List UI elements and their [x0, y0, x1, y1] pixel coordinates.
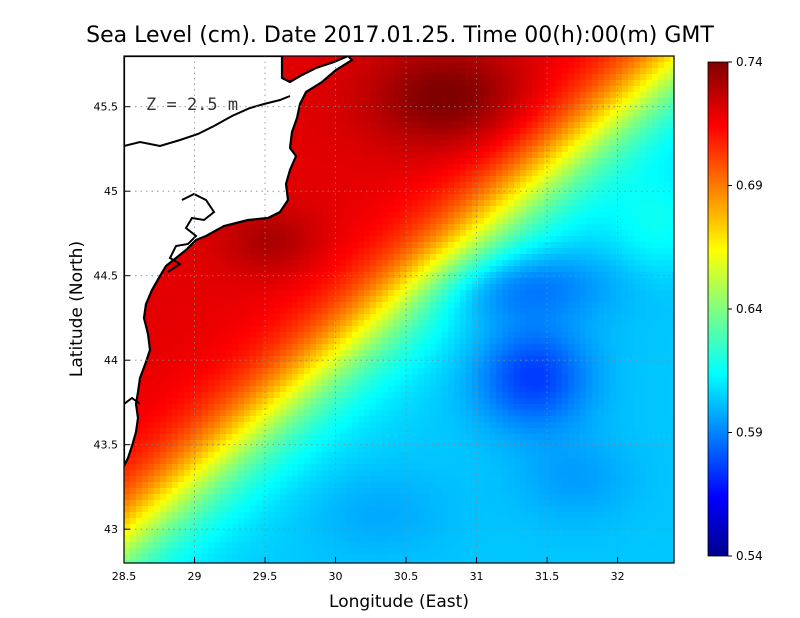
x-tick-label: 31	[470, 570, 484, 583]
y-axis: 43 43.5 44 44.5 45 45.5	[94, 101, 130, 536]
coastline	[124, 56, 354, 467]
chart-title: Sea Level (cm). Date 2017.01.25. Time 00…	[86, 23, 714, 48]
y-tick-label: 44	[104, 354, 118, 367]
x-axis: 28.5 29 29.5 30 30.5 31 31.5 32	[112, 557, 625, 583]
depth-annotation: Z = 2.5 m	[146, 95, 238, 115]
x-tick-label: 29.5	[253, 570, 278, 583]
x-tick-label: 31.5	[535, 570, 560, 583]
x-tick-label: 29	[188, 570, 202, 583]
colorbar-tick-label: 0.69	[736, 179, 763, 193]
y-tick-label: 43	[104, 523, 118, 536]
y-axis-title: Latitude (North)	[67, 241, 87, 377]
y-tick-label: 45	[104, 185, 118, 198]
x-tick-label: 28.5	[112, 570, 137, 583]
y-tick-label: 44.5	[94, 270, 119, 283]
colorbar: 0.74 0.69 0.64 0.59 0.54	[707, 55, 763, 563]
colorbar-gradient	[707, 61, 729, 557]
colorbar-tick-label: 0.59	[736, 426, 763, 440]
lagoon	[167, 192, 216, 273]
plot-frame	[123, 55, 675, 564]
y-tick-label: 43.5	[94, 439, 119, 452]
inlet-channel	[124, 95, 291, 148]
x-tick-label: 32	[611, 570, 625, 583]
colorbar-tick-label: 0.64	[736, 302, 763, 316]
x-tick-label: 30.5	[394, 570, 419, 583]
cape	[124, 396, 141, 405]
colorbar-ticks: 0.74 0.69 0.64 0.59 0.54	[728, 55, 763, 563]
grid	[124, 56, 674, 563]
land-west	[124, 56, 354, 467]
colorbar-tick-label: 0.54	[736, 549, 763, 563]
x-axis-title: Longitude (East)	[329, 592, 469, 612]
x-tick-label: 30	[329, 570, 343, 583]
y-tick-label: 45.5	[94, 101, 119, 114]
colorbar-tick-label: 0.74	[736, 55, 763, 69]
